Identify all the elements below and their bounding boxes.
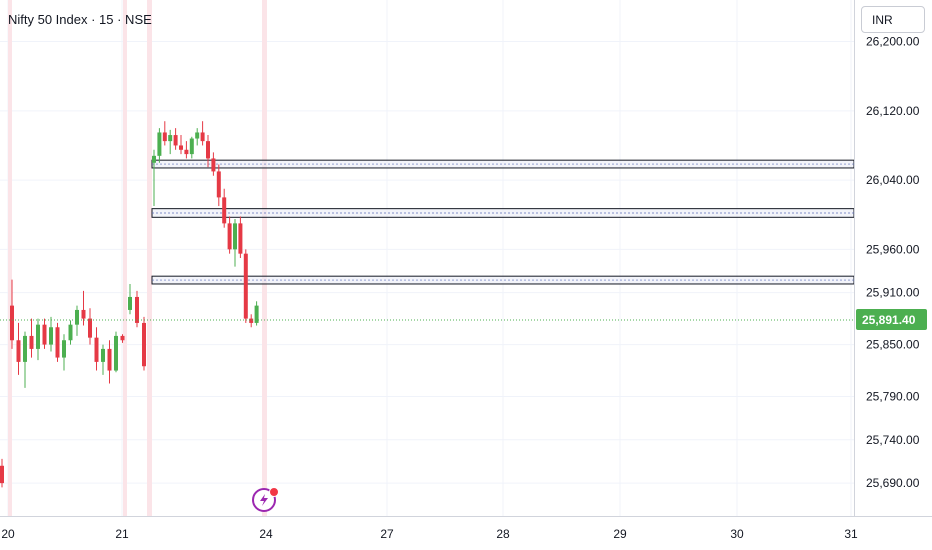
candle-body	[189, 138, 194, 155]
price-scale[interactable]: 26,200.00 26,120.00 26,040.00 25,960.00 25,9…	[866, 35, 920, 491]
candle-body	[128, 296, 132, 310]
session-band	[262, 0, 267, 516]
candle-body	[227, 223, 232, 250]
price-tick-label: 25,850.00	[866, 338, 920, 352]
candle-body	[29, 335, 34, 349]
candle-body	[249, 318, 254, 323]
time-tick-label: 27	[380, 527, 394, 541]
time-scale[interactable]: 20 21 24 27 28 29 30 31	[1, 527, 858, 541]
session-bands	[8, 0, 267, 516]
time-tick-label: 28	[496, 527, 510, 541]
chart-grid	[0, 0, 854, 516]
candle-body	[68, 324, 73, 341]
time-tick-label: 24	[259, 527, 273, 541]
price-tick-label: 25,740.00	[866, 433, 920, 447]
candle-body	[88, 318, 92, 338]
candle-body	[152, 155, 156, 163]
candle-body	[107, 348, 112, 371]
candle-body	[233, 223, 237, 250]
candle-body	[254, 305, 259, 323]
candle-body	[238, 223, 243, 254]
session-band	[147, 0, 152, 516]
candle-body	[114, 335, 118, 371]
candle-body	[195, 132, 200, 139]
candle-body	[200, 132, 205, 142]
candle-body	[120, 335, 125, 341]
price-tick-label: 26,200.00	[866, 35, 920, 49]
price-tick-label: 26,040.00	[866, 173, 920, 187]
candle-body	[55, 327, 60, 358]
candle-body	[162, 132, 167, 142]
candle-body	[184, 149, 189, 155]
candle-body	[222, 197, 227, 224]
candle-body	[173, 135, 178, 146]
candle-body	[243, 253, 248, 319]
price-tick-label: 25,790.00	[866, 390, 920, 404]
candle-body	[168, 135, 173, 142]
price-tick-label: 25,690.00	[866, 476, 920, 490]
candle-body	[211, 158, 216, 172]
candle-body	[75, 309, 79, 325]
candle-body	[142, 322, 146, 367]
candle-body	[157, 132, 162, 156]
candlestick-series	[0, 121, 259, 488]
candle-body	[94, 337, 99, 362]
time-tick-label: 29	[613, 527, 627, 541]
price-tick-label: 25,960.00	[866, 242, 920, 256]
last-price-badge: 25,891.40	[856, 309, 927, 330]
time-tick-label: 21	[115, 527, 129, 541]
candle-body	[101, 348, 105, 362]
candle-body	[36, 324, 40, 349]
price-tick-label: 25,910.00	[866, 286, 920, 300]
candle-body	[206, 141, 210, 159]
candle-body	[179, 145, 183, 150]
session-band	[8, 0, 12, 516]
candle-body	[42, 324, 47, 345]
lightning-bolt-icon[interactable]	[252, 487, 279, 512]
candle-body	[62, 340, 66, 358]
candle-body	[0, 465, 4, 484]
candle-body	[49, 327, 53, 345]
candle-body	[23, 335, 27, 362]
candle-body	[216, 171, 221, 198]
notification-dot	[269, 487, 279, 497]
time-tick-label: 20	[1, 527, 15, 541]
currency-button[interactable]: INR	[861, 6, 925, 33]
price-tick-label: 26,120.00	[866, 104, 920, 118]
candle-body	[10, 305, 14, 341]
candle-body	[81, 309, 86, 319]
candle-body	[16, 340, 21, 362]
time-tick-label: 30	[730, 527, 744, 541]
chart-title: Nifty 50 Index · 15 · NSE	[8, 12, 152, 27]
candle-body	[135, 296, 139, 323]
time-tick-label: 31	[844, 527, 858, 541]
session-band	[123, 0, 127, 516]
